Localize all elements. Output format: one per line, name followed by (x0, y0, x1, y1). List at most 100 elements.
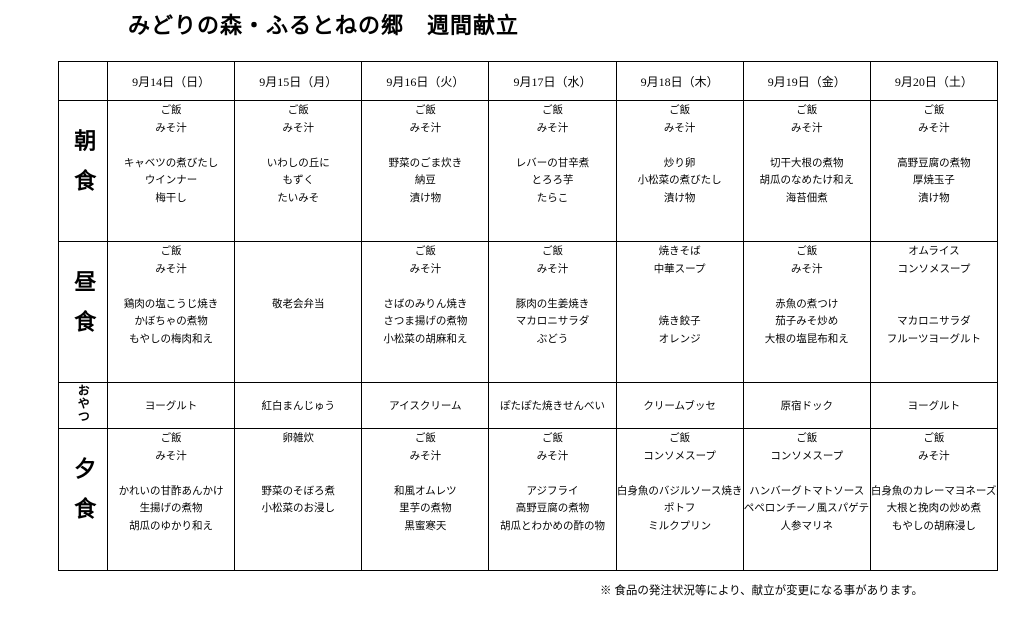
blank-line (236, 243, 361, 261)
dish: みそ汁 (155, 450, 187, 462)
blank-line (236, 465, 361, 483)
dish: 小松菜の胡麻和え (383, 333, 468, 345)
dish: 炒り卵 (663, 157, 696, 169)
row-label: 夕食 (71, 457, 97, 537)
dish: オムライス (908, 246, 960, 257)
dish: キャベツの煮びたし (123, 157, 219, 169)
menu-cell: ご飯 みそ汁 野菜のごま炊き 納豆 漬け物 (361, 100, 490, 242)
dish: たらこ (536, 192, 569, 204)
menu-cell: ご飯 みそ汁 いわしの丘に もずく たいみそ (234, 100, 363, 242)
blank-line (744, 465, 869, 483)
dish: 白身魚のバジルソース焼き (616, 485, 743, 497)
dish: ご飯 (160, 246, 182, 257)
menu-cell: ご飯 みそ汁 炒り卵 小松菜の煮びたし 漬け物 (615, 100, 744, 242)
dish: もやしの梅肉和え (129, 333, 214, 345)
row-label: おやつ (76, 383, 91, 423)
menu-cell: ご飯 コンソメスープ ハンバーグトマトソース ペペロンチーノ風スパゲティ 人参マリネ (742, 428, 871, 571)
dish: 里芋の煮物 (399, 503, 452, 515)
blank-line (871, 465, 996, 483)
dish: 鶏肉の塩こうじ焼き (123, 298, 219, 310)
dish: 卵雑炊 (282, 433, 314, 444)
blank-line (871, 296, 996, 314)
menu-cell: ご飯 コンソメスープ 白身魚のバジルソース焼き ポトフ ミルクプリン (615, 428, 744, 571)
dish: みそ汁 (918, 122, 950, 134)
dish: かれいの甘酢あんかけ (118, 485, 224, 497)
dish: ご飯 (414, 246, 436, 257)
meal-row: 夕食 ご飯 みそ汁 かれいの甘酢あんかけ 生揚げの煮物 胡瓜のゆかり和え 卵雑炊 野菜のそぼろ… (58, 428, 999, 571)
dish: みそ汁 (536, 263, 569, 275)
dish: ご飯 (923, 433, 945, 444)
blank-line (871, 137, 996, 155)
dish: みそ汁 (536, 122, 569, 134)
row-label: 昼食 (71, 269, 97, 350)
menu-cell: ご飯 みそ汁 アジフライ 高野豆腐の煮物 胡瓜とわかめの酢の物 (488, 428, 617, 571)
dish: ミルクプリン (648, 520, 712, 532)
menu-cell: ご飯みそ汁鶏肉の塩こうじ焼き かぼちゃの煮物 もやしの梅肉和え (106, 241, 236, 383)
blank-line (871, 278, 996, 296)
dish: ぶどう (536, 333, 569, 345)
menu-cell: ご飯 みそ汁 高野豆腐の煮物 厚焼玉子 漬け物 (869, 100, 999, 242)
dish: 胡瓜とわかめの酢の物 (499, 520, 605, 532)
menu-cell: オムライス コンソメスープ マカロニサラダ フルーツヨーグルト (869, 241, 999, 383)
menu-cell: ご飯 みそ汁 切干大根の煮物 胡瓜のなめたけ和え 海苔佃煮 (742, 100, 871, 242)
row-label-cell: おやつ (58, 382, 108, 429)
menu-cell: ご飯 みそ汁 豚肉の生姜焼き マカロニサラダ ぶどう (488, 241, 617, 383)
corner-cell (58, 61, 108, 101)
menu-cell: ご飯みそ汁白身魚のカレーマヨネーズ焼き大根と挽肉の炒め煮もやしの胡麻浸し (869, 428, 999, 571)
meal-row: 朝食 ご飯 みそ汁 キャベツの煮びたし ウインナー 梅干し ご飯 みそ汁 いわしの丘に もずく たい… (58, 100, 999, 242)
date-cell: 9月16日（火） (361, 61, 490, 101)
dish: コンソメスープ (897, 263, 971, 275)
dish: かぼちゃの煮物 (134, 316, 208, 328)
dish: ご飯 (796, 105, 818, 116)
dish: アジフライ (526, 485, 579, 497)
dish: みそ汁 (791, 122, 823, 134)
blank-line (617, 296, 742, 314)
dish: みそ汁 (536, 450, 569, 462)
dish: ご飯 (796, 433, 818, 444)
dish: ウインナー (144, 175, 198, 187)
dish: マカロニサラダ (515, 316, 590, 328)
blank-line (236, 261, 361, 279)
dish: 胡瓜のなめたけ和え (759, 175, 855, 187)
dish: ご飯 (669, 105, 691, 116)
dish: ご飯 (160, 105, 182, 116)
dish: ご飯 (541, 433, 563, 444)
blank-line (617, 137, 742, 155)
dish: みそ汁 (282, 122, 314, 134)
dish: ハンバーグトマトソース (749, 485, 865, 497)
dish: もやしの胡麻浸し (891, 520, 976, 532)
title: みどりの森・ふるとねの郷 週間献立 (128, 13, 520, 38)
dish: ご飯 (541, 105, 563, 116)
blank-line (617, 278, 742, 296)
blank-line (236, 137, 361, 155)
dish: みそ汁 (918, 450, 950, 462)
menu-table: 9月14日（日） 9月15日（月） 9月16日（火） 9月17日（水） 9月18日（木）… (58, 61, 999, 571)
dish: コンソメスープ (770, 450, 844, 462)
header-row: 9月14日（日） 9月15日（月） 9月16日（火） 9月17日（水） 9月18日（木）… (58, 61, 999, 101)
menu-cell: ご飯 みそ汁 赤魚の煮つけ 茄子みそ炒め 大根の塩昆布和え (742, 241, 871, 383)
blank-line (236, 278, 361, 296)
dish: フルーツヨーグルト (886, 333, 982, 345)
dish: 中華スープ (653, 263, 706, 275)
date-cell: 9月19日（金） (742, 61, 871, 101)
dish: 野菜のそぼろ煮 (261, 485, 335, 497)
menu-cell: 卵雑炊 野菜のそぼろ煮 小松菜のお浸し (234, 428, 363, 571)
blank-line (109, 137, 234, 155)
dish: 小松菜の煮びたし (637, 175, 722, 187)
dish: 野菜のごま炊き (388, 157, 463, 169)
menu-cell: ご飯 みそ汁 キャベツの煮びたし ウインナー 梅干し (106, 100, 236, 242)
dish: みそ汁 (791, 263, 823, 275)
dish: 赤魚の煮つけ (775, 298, 839, 310)
dish: 高野豆腐の煮物 (897, 157, 971, 169)
dish: ご飯 (796, 246, 818, 257)
row-label: 朝食 (71, 128, 97, 209)
dish: 焼き餃子 (658, 316, 701, 328)
snack-cell: ぽたぽた焼きせんべい (488, 382, 617, 429)
dish: 焼きそば (658, 246, 701, 257)
dish: みそ汁 (155, 263, 187, 275)
dish: 漬け物 (663, 192, 696, 204)
blank-line (363, 278, 488, 296)
menu-cell: ご飯 みそ汁 和風オムレツ 里芋の煮物 黒蜜寒天 (361, 428, 490, 571)
dish: 和風オムレツ (394, 485, 457, 497)
